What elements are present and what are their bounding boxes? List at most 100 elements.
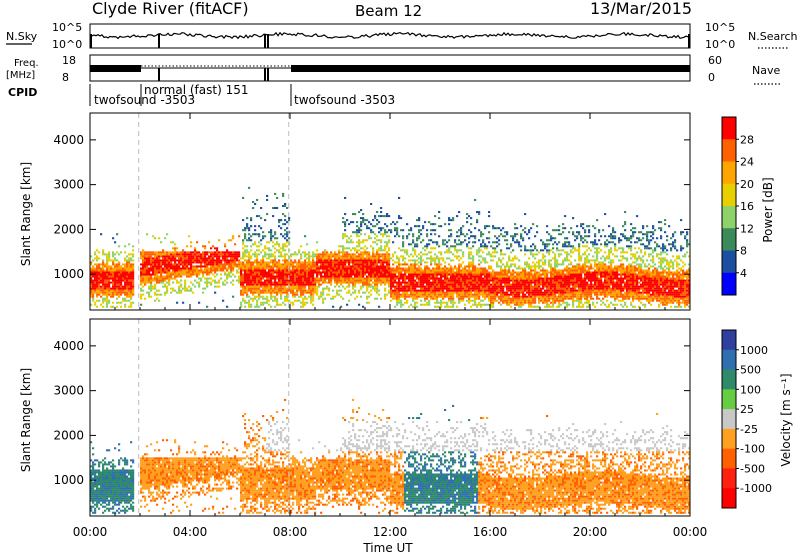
heatmap-cell [476, 221, 479, 224]
heatmap-cell [352, 261, 355, 264]
heatmap-cell [330, 277, 333, 280]
heatmap-cell [374, 217, 377, 220]
heatmap-cell [522, 281, 525, 284]
heatmap-cell [364, 263, 367, 266]
heatmap-cell [144, 255, 147, 258]
heatmap-cell [480, 267, 483, 270]
heatmap-cell [258, 235, 261, 238]
heatmap-cell [458, 275, 461, 278]
heatmap-cell [492, 305, 495, 308]
heatmap-cell [244, 233, 247, 236]
heatmap-cell [262, 271, 265, 274]
heatmap-cell [298, 269, 301, 272]
heatmap-cell [150, 277, 153, 280]
heatmap-cell [172, 253, 175, 256]
heatmap-cell [518, 281, 521, 284]
freq-label: Freq. [14, 58, 39, 69]
heatmap-cell [310, 273, 313, 276]
heatmap-cell [486, 291, 489, 294]
heatmap-cell [104, 297, 107, 300]
heatmap-cell [256, 287, 259, 290]
heatmap-cell [174, 271, 177, 274]
heatmap-cell [178, 255, 181, 258]
heatmap-cell [252, 297, 255, 300]
heatmap-cell [422, 271, 425, 274]
heatmap-cell [538, 299, 541, 302]
heatmap-cell [128, 265, 131, 268]
heatmap-cell [150, 281, 153, 284]
heatmap-cell [378, 267, 381, 270]
heatmap-cell [390, 223, 393, 226]
heatmap-cell [492, 301, 495, 304]
heatmap-cell [474, 303, 477, 306]
heatmap-cell [378, 277, 381, 280]
heatmap-cell [410, 243, 413, 246]
heatmap-cell [372, 287, 375, 290]
heatmap-cell [330, 275, 333, 278]
heatmap-cell [402, 235, 405, 238]
heatmap-cell [332, 263, 335, 266]
heatmap-cell [312, 289, 315, 292]
heatmap-cell [230, 263, 233, 266]
heatmap-cell [290, 271, 293, 274]
heatmap-cell [140, 289, 143, 292]
heatmap-cell [506, 243, 509, 246]
heatmap-cell [238, 235, 241, 238]
heatmap-cell [176, 251, 179, 254]
heatmap-cell [364, 233, 367, 236]
heatmap-cell [384, 275, 387, 278]
heatmap-cell [256, 303, 259, 306]
heatmap-cell [418, 219, 421, 222]
heatmap-cell [428, 285, 431, 288]
heatmap-cell [358, 279, 361, 282]
heatmap-cell [284, 285, 287, 288]
heatmap-cell [376, 285, 379, 288]
heatmap-cell [120, 271, 123, 274]
heatmap-cell [260, 303, 263, 306]
heatmap-cell [256, 269, 259, 272]
heatmap-cell [394, 227, 397, 230]
heatmap-cell [416, 243, 419, 246]
heatmap-cell [122, 275, 125, 278]
heatmap-cell [126, 279, 129, 282]
heatmap-cell [312, 269, 315, 272]
heatmap-cell [478, 275, 481, 278]
heatmap-cell [490, 277, 493, 280]
heatmap-cell [230, 261, 233, 264]
heatmap-cell [236, 265, 239, 268]
heatmap-cell [100, 275, 103, 278]
heatmap-cell [102, 287, 105, 290]
heatmap-cell [380, 279, 383, 282]
heatmap-cell [102, 291, 105, 294]
heatmap-cell [90, 261, 93, 264]
heatmap-cell [124, 271, 127, 274]
heatmap-cell [178, 263, 181, 266]
heatmap-cell [532, 285, 535, 288]
heatmap-cell [284, 281, 287, 284]
heatmap-cell [366, 295, 369, 298]
heatmap-cell [96, 305, 99, 308]
heatmap-cell [428, 295, 431, 298]
heatmap-cell [524, 261, 527, 264]
heatmap-cell [410, 295, 413, 298]
heatmap-cell [300, 255, 303, 258]
heatmap-cell [258, 277, 261, 280]
heatmap-cell [332, 259, 335, 262]
heatmap-cell [282, 249, 285, 252]
heatmap-cell [104, 277, 107, 280]
heatmap-cell [484, 297, 487, 300]
heatmap-cell [386, 213, 389, 216]
heatmap-cell [378, 227, 381, 230]
heatmap-cell [102, 253, 105, 256]
heatmap-cell [120, 293, 123, 296]
heatmap-cell [268, 285, 271, 288]
heatmap-cell [376, 287, 379, 290]
heatmap-cell [458, 295, 461, 298]
heatmap-cell [424, 261, 427, 264]
heatmap-cell [414, 279, 417, 282]
heatmap-cell [170, 261, 173, 264]
heatmap-cell [256, 285, 259, 288]
heatmap-cell [130, 295, 133, 298]
heatmap-cell [118, 263, 121, 266]
heatmap-cell [266, 247, 269, 250]
